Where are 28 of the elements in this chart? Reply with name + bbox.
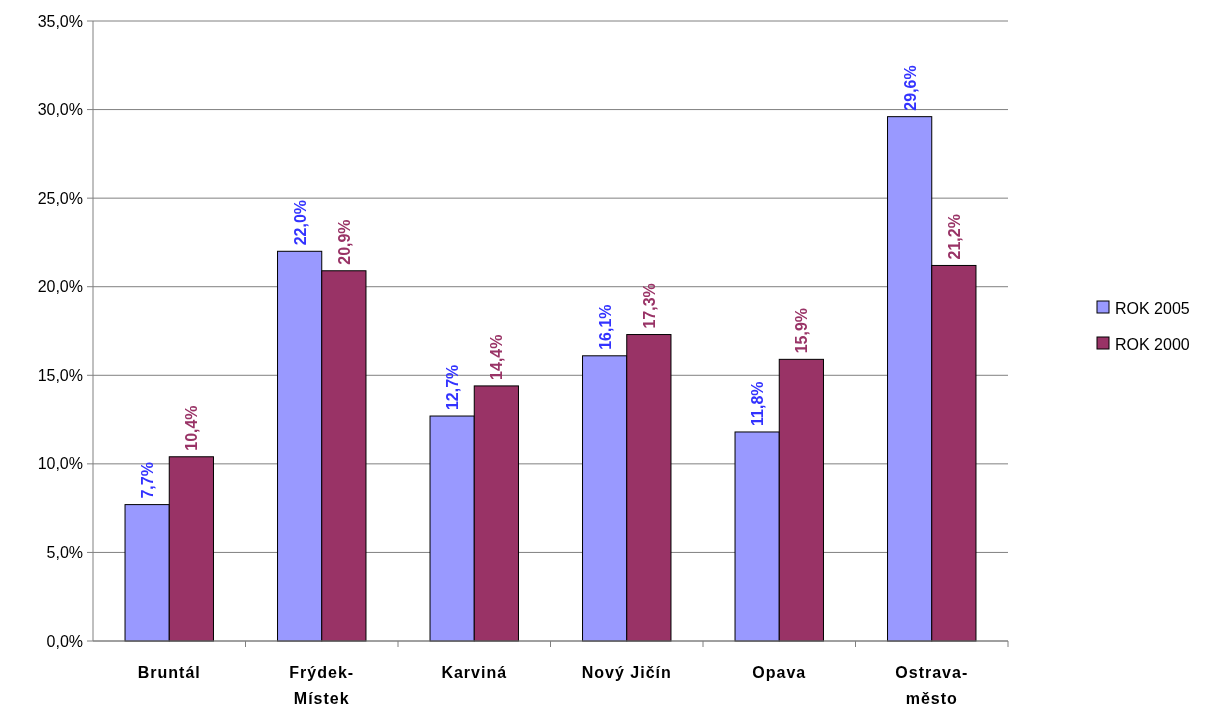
y-tick-label: 0,0% [46, 632, 83, 650]
legend-label: ROK 2005 [1115, 299, 1190, 317]
data-label: 10,4% [183, 405, 201, 451]
data-label: 17,3% [640, 283, 658, 329]
data-label: 29,6% [901, 65, 919, 111]
data-label: 22,0% [291, 199, 309, 246]
data-label: 16,1% [596, 304, 614, 350]
data-label: 20,9% [335, 219, 353, 265]
y-tick-label: 5,0% [46, 544, 83, 562]
data-label: 14,4% [488, 334, 506, 380]
data-label: 15,9% [793, 307, 811, 354]
x-tick-label: Ostrava-město [895, 664, 969, 707]
y-tick-label: 15,0% [37, 366, 83, 384]
y-tick-label: 30,0% [37, 101, 83, 119]
data-label: 12,7% [444, 364, 462, 411]
x-tick-label: Opava [752, 664, 807, 681]
y-tick-label: 25,0% [37, 189, 83, 207]
y-tick-label: 10,0% [37, 455, 83, 473]
y-tick-label: 35,0% [37, 12, 83, 30]
data-label: 21,2% [945, 214, 963, 260]
x-tick-label: Bruntál [137, 664, 201, 681]
legend-label: ROK 2000 [1115, 335, 1190, 353]
data-label: 7,7% [139, 462, 157, 499]
y-tick-label: 20,0% [37, 278, 83, 296]
x-tick-label: Frýdek-Místek [289, 664, 355, 707]
x-tick-label: Nový Jičín [581, 664, 672, 681]
data-label: 11,8% [749, 381, 767, 426]
x-tick-label: Karviná [441, 664, 508, 681]
